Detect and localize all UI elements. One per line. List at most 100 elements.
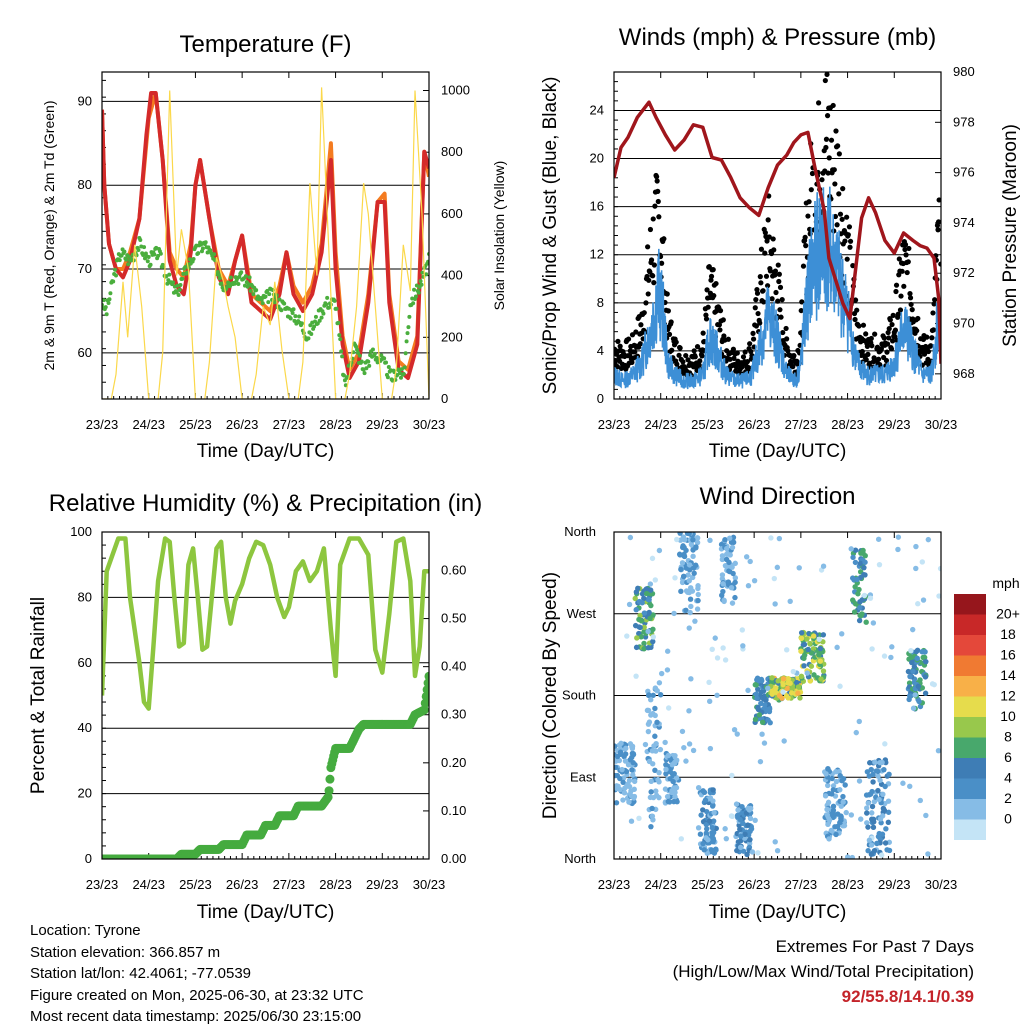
- direction-point: [622, 758, 629, 764]
- direction-point: [748, 826, 755, 832]
- direction-point: [907, 783, 913, 790]
- y-tick-label: 8: [597, 295, 604, 310]
- dewpoint-point: [321, 311, 326, 316]
- temperature-ylabel: 2m & 9m T (Red, Orange) & 2m Td (Green): [41, 101, 57, 371]
- direction-point: [739, 627, 746, 633]
- direction-point: [820, 668, 827, 674]
- legend-label: 12: [1000, 688, 1016, 704]
- gust-point: [767, 268, 773, 274]
- direction-point: [622, 785, 628, 791]
- gust-point: [780, 329, 786, 336]
- x-tick-label: 23/23: [86, 877, 119, 892]
- direction-point: [874, 840, 880, 847]
- direction-point: [774, 847, 781, 854]
- direction-point: [881, 653, 888, 659]
- direction-point: [829, 775, 835, 782]
- gust-point: [844, 256, 850, 262]
- direction-point: [687, 609, 693, 616]
- direction-point: [866, 837, 873, 843]
- gust-point: [839, 216, 845, 222]
- dewpoint-point: [412, 287, 417, 292]
- direction-point: [850, 597, 856, 603]
- direction-point: [722, 537, 728, 543]
- y2-tick-label: 978: [953, 114, 975, 129]
- y2-tick-label: 0.10: [441, 803, 466, 818]
- gust-point: [836, 151, 842, 157]
- gust-point: [887, 317, 893, 323]
- direction-point: [626, 601, 633, 608]
- gust-point: [932, 297, 938, 303]
- gust-point: [790, 364, 796, 370]
- direction-point: [650, 634, 657, 640]
- solar-series-line: [102, 87, 429, 399]
- dewpoint-point: [142, 245, 147, 250]
- direction-point: [730, 570, 736, 577]
- dewpoint-point: [337, 333, 342, 338]
- dewpoint-point: [243, 274, 248, 279]
- direction-point: [754, 695, 760, 702]
- direction-point: [690, 537, 696, 543]
- direction-point: [628, 818, 635, 824]
- direction-point: [935, 747, 941, 754]
- dewpoint-point: [362, 371, 367, 376]
- gust-point: [638, 322, 644, 328]
- direction-point: [687, 596, 694, 602]
- direction-point: [632, 595, 638, 602]
- gust-point: [823, 136, 830, 142]
- direction-point: [833, 768, 839, 775]
- direction-point: [700, 807, 706, 813]
- direction-point: [694, 606, 701, 612]
- dewpoint-point: [338, 337, 343, 342]
- direction-point: [798, 630, 805, 636]
- gust-point: [893, 282, 900, 288]
- y-tick-label: 0: [597, 391, 604, 406]
- direction-point: [649, 555, 656, 562]
- x-tick-label: 30/23: [925, 417, 958, 432]
- direction-point: [638, 634, 644, 640]
- direction-point: [739, 803, 745, 810]
- direction-point: [646, 596, 652, 603]
- direction-point: [639, 600, 645, 606]
- direction-point: [838, 813, 844, 819]
- dewpoint-point: [203, 240, 208, 245]
- gust-point: [935, 219, 941, 225]
- gust-point: [755, 310, 761, 317]
- y2-tick-label: 800: [441, 144, 463, 159]
- temperature-xlabel: Time (Day/UTC): [197, 441, 335, 462]
- direction-point: [886, 771, 892, 778]
- gust-point: [669, 347, 675, 353]
- dewpoint-point: [282, 301, 287, 306]
- gust-point: [645, 291, 651, 297]
- dewpoint-point: [126, 262, 131, 267]
- direction-point: [798, 673, 805, 680]
- gust-point: [643, 300, 649, 306]
- direction-point: [841, 822, 848, 829]
- direction-point: [823, 771, 829, 777]
- gust-point: [929, 335, 935, 341]
- direction-point: [880, 791, 886, 797]
- direction-point: [885, 798, 892, 804]
- direction-point: [630, 751, 637, 757]
- gust-point: [665, 308, 671, 314]
- direction-point: [719, 572, 726, 578]
- direction-point: [636, 616, 642, 623]
- dewpoint-point: [355, 350, 360, 355]
- dewpoint-point: [103, 305, 108, 310]
- direction-point: [641, 646, 647, 652]
- direction-point: [691, 565, 697, 571]
- dewpoint-point: [424, 272, 429, 277]
- direction-point: [856, 617, 863, 624]
- direction-point: [681, 744, 687, 751]
- legend-swatch: [954, 655, 986, 676]
- dewpoint-point: [113, 267, 118, 272]
- direction-point: [869, 646, 875, 652]
- direction-point: [626, 799, 632, 805]
- direction-point: [662, 739, 668, 746]
- direction-point: [865, 800, 872, 806]
- gust-point: [776, 278, 782, 285]
- direction-point: [852, 547, 859, 553]
- direction-point: [654, 719, 660, 726]
- direction-point: [881, 766, 887, 773]
- direction-point: [916, 698, 922, 705]
- direction-point: [663, 771, 669, 777]
